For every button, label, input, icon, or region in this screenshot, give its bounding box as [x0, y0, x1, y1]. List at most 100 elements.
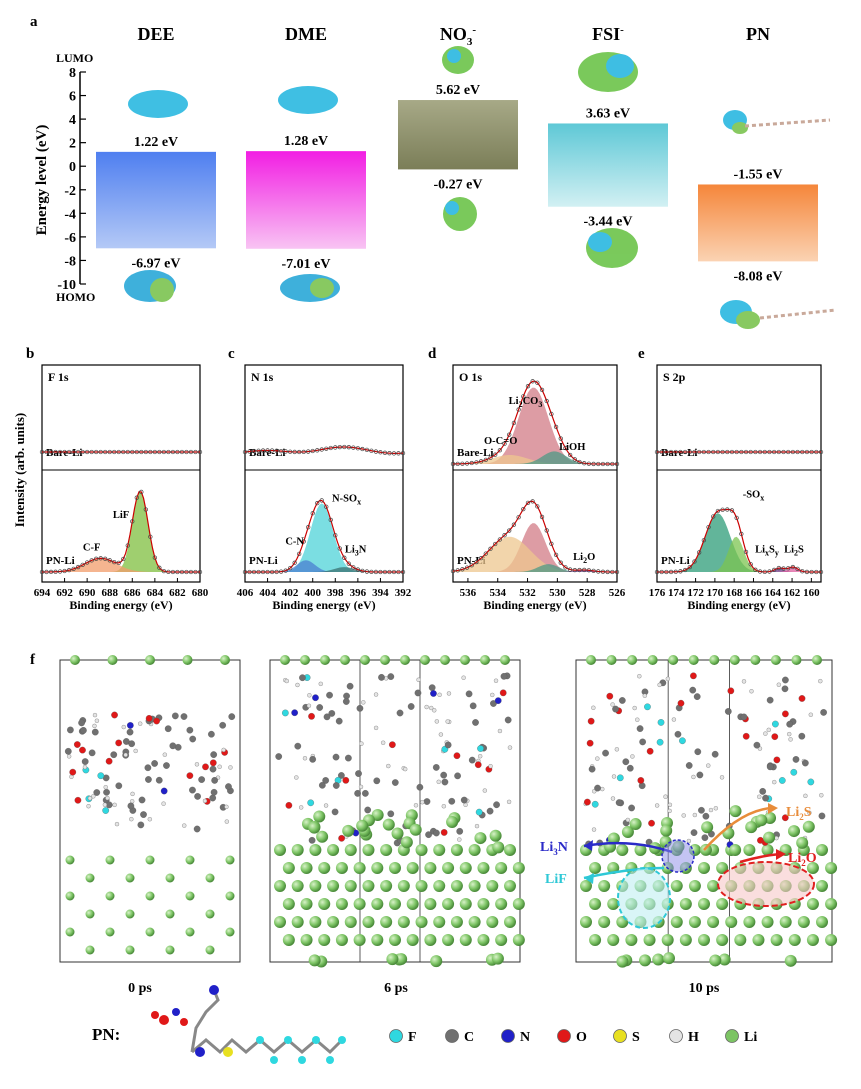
molecule-atom [121, 724, 126, 730]
xps-point-pn-e [814, 569, 819, 575]
xps-point-bare-c [256, 448, 261, 453]
li-atom [340, 655, 350, 665]
xps-point-bare-e [668, 449, 674, 455]
energy-bar-dme [246, 151, 366, 249]
li-atom [580, 880, 592, 892]
xps-point-pn-b [89, 558, 94, 563]
molecule-atom [475, 808, 483, 816]
li-atom [308, 821, 321, 834]
molecule-atom [79, 746, 86, 754]
xps-point-pn-e [720, 507, 725, 512]
molecule-atom [316, 704, 324, 711]
molecule-atom [708, 807, 714, 813]
xps-point-bare-d [511, 420, 517, 426]
xps-point-bare-b [112, 449, 117, 455]
xps-pn-label-c: PN-Li [249, 555, 278, 567]
molecule-atom [115, 782, 123, 790]
molecule-atom [753, 741, 761, 749]
annotation-li2s-arrow [703, 806, 773, 851]
li-atom [406, 934, 419, 946]
li-atom [652, 953, 665, 966]
xps-point-pn-e [711, 514, 716, 519]
xps-point-pn-e [818, 569, 824, 575]
molecule-atom [326, 691, 333, 699]
lumo-value-dee: 1.22 eV [134, 135, 178, 150]
xps-point-bare-d [600, 461, 606, 467]
xps-point-bare-d [614, 461, 620, 467]
xps-point-bare-b [107, 449, 112, 455]
molecule-atom [145, 715, 153, 722]
li-atom [784, 954, 797, 967]
xps-point-bare-b [98, 449, 103, 455]
snapshot-label-0ps: 0 ps [128, 981, 152, 996]
xps-point-bare-b [103, 449, 108, 455]
li-atom [274, 916, 286, 928]
xps-point-bare-c [337, 444, 342, 450]
molecule-atom [719, 775, 725, 780]
li-atom [300, 655, 310, 665]
molecule-atom [807, 778, 815, 786]
li-atom [670, 916, 683, 928]
li-atom [85, 945, 95, 955]
li-atom [504, 880, 516, 892]
molecule-atom [478, 754, 483, 759]
xps-point-pn-b [193, 569, 198, 575]
xps-point-bare-e [715, 449, 721, 455]
li-atom [308, 954, 321, 967]
molecule-atom [474, 823, 480, 829]
molecule-atom [373, 725, 379, 731]
panel-f-md-snapshots: 0 ps 6 ps 10 ps Li3N LiF Li2S Li2O PN [59, 655, 838, 1064]
xps-point-pn-b [197, 569, 203, 575]
xps-point-bare-d [544, 398, 549, 404]
li-atom [761, 916, 774, 928]
molecule-atom [798, 732, 806, 740]
molecule-atom [180, 713, 188, 720]
xps-point-pn-b [184, 569, 189, 575]
li-atom [440, 655, 450, 665]
molecule-atom [428, 684, 436, 691]
li-atom [625, 934, 638, 946]
snapshot-label-10ps: 10 ps [689, 981, 720, 996]
molecule-atom [727, 687, 735, 695]
xps-point-pn-b [53, 569, 58, 574]
molecule-atom [413, 803, 419, 808]
xps-point-bare-d [605, 461, 610, 467]
xps-point-pn-c [346, 561, 351, 566]
li-atom [586, 655, 596, 665]
molecule-atom [818, 812, 826, 820]
molecule-atom [86, 804, 91, 809]
xps-point-pn-e [795, 566, 800, 572]
xps-point-pn-e [715, 508, 721, 514]
molecule-atom [294, 742, 302, 750]
xps-xtick-label-d: 530 [549, 587, 566, 599]
molecule-atom [378, 674, 385, 681]
li-atom [371, 862, 384, 874]
xps-point-bare-b [193, 449, 198, 455]
panel-a-ytick-label: -2 [64, 184, 76, 199]
xps-point-pn-c [269, 569, 275, 575]
xps-point-pn-b [152, 555, 158, 560]
xps-title-b: F 1s [48, 370, 69, 384]
xps-title-e: S 2p [663, 370, 686, 384]
annotation-li2o-arrow [739, 852, 781, 864]
xps-point-bare-d [572, 457, 577, 462]
xps-point-bare-c [378, 450, 383, 455]
li-atom [707, 916, 720, 928]
md-box-6ps [269, 655, 525, 968]
pn-atom-o-2 [180, 1018, 188, 1026]
li-atom [327, 916, 340, 928]
li-atom [607, 832, 620, 845]
molecule-atom [690, 829, 698, 836]
li-atom [280, 655, 290, 665]
pn-atom-f-7 [326, 1056, 334, 1064]
xps-frame-d [452, 364, 618, 583]
molecule-atom [610, 702, 615, 707]
lumo-label: LUMO [56, 51, 93, 65]
xps-point-pn-c [251, 569, 257, 575]
molecule-atom [584, 798, 591, 806]
molecule-atom [446, 691, 452, 696]
li-atom [512, 934, 525, 946]
li-atom [400, 655, 410, 665]
molecule-atom [677, 699, 685, 707]
xps-point-bare-d [596, 461, 601, 467]
